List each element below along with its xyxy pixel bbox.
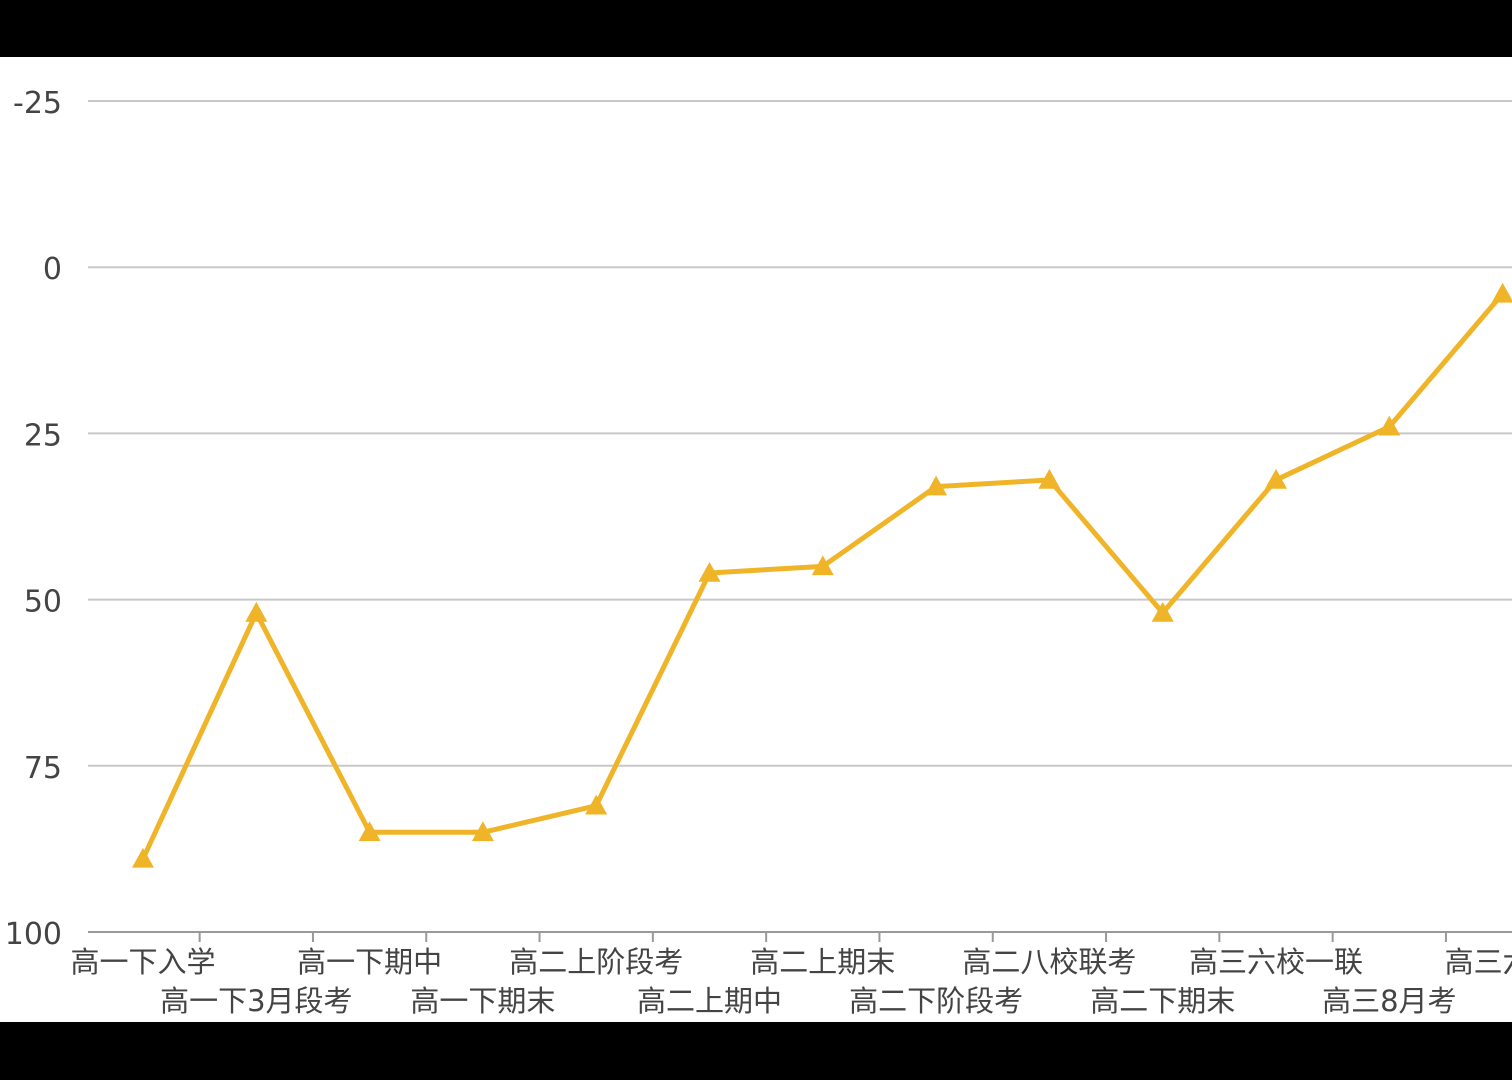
data-point-marker [698,562,721,582]
y-axis-ticks: -25 0 25 50 75 100 [5,86,62,952]
data-point-marker [132,847,154,868]
chart-area: -25 0 25 50 75 100 高一下入学高一下3月段考 高一下期中高一下期末 高二上阶… [0,57,1512,1022]
x-tick-label: 高三六校一联 [1189,945,1363,979]
y-tick-label: 50 [24,585,62,620]
x-tick-label: 高二下期末 [1090,984,1235,1018]
x-tick-label: 高一下期中 [297,945,442,979]
x-tick-label: 高一下期末 [410,984,555,1018]
y-tick-label: 75 [24,751,62,786]
y-tick-label: 100 [5,917,62,952]
data-point-marker [1151,601,1174,622]
data-point-marker [1491,282,1512,303]
series-markers [132,282,1512,868]
y-tick-label: -25 [13,86,62,121]
x-tick-label: 高二上阶段考 [509,945,683,979]
data-point-marker [1265,468,1287,489]
x-axis [88,931,1512,942]
y-tick-label: 25 [24,418,62,453]
x-tick-label: 高三六校 [1445,945,1512,979]
series-line-layer [140,291,1506,862]
data-point-marker [245,601,268,622]
data-point-marker [1038,468,1061,489]
x-tick-label: 高二下阶段考 [849,984,1023,1018]
x-tick-label: 高一下3月段考 [160,984,352,1018]
data-point-marker [471,821,494,842]
y-tick-label: 0 [43,252,62,287]
gridlines [88,100,1512,767]
x-tick-label: 高二上期中 [637,984,782,1018]
data-point-marker [811,555,834,576]
data-point-marker [585,794,608,815]
series-line [140,291,1506,862]
x-tick-label: 高二上期末 [750,945,895,979]
data-point-marker [925,475,948,496]
x-tick-label: 高三8月考 [1322,984,1456,1018]
x-axis-labels: 高一下入学高一下3月段考高一下期中高一下期末高二上阶段考高二上期中高二上期末高二… [70,945,1512,1018]
data-point-marker [1378,415,1401,436]
data-point-marker [358,821,381,842]
x-tick-label: 高二八校联考 [962,945,1136,979]
x-tick-label: 高一下入学 [70,945,215,979]
